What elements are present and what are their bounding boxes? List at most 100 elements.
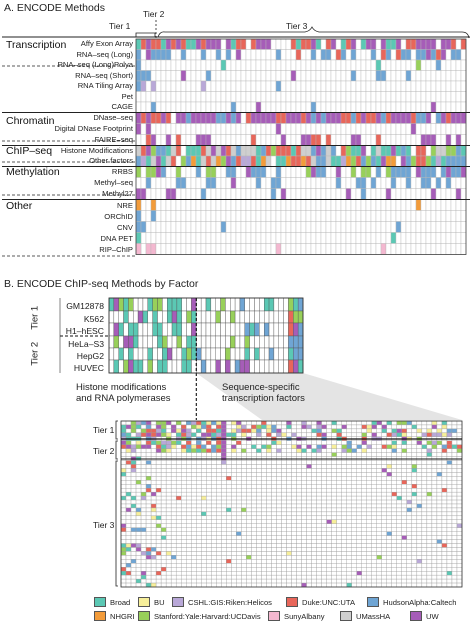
- grid-cell: [426, 472, 433, 477]
- grid-cell: [450, 166, 457, 178]
- grid-cell: [160, 507, 167, 513]
- grid-cell: [210, 155, 217, 167]
- grid-cell: [211, 574, 217, 580]
- grid-cell: [166, 297, 173, 312]
- grid-cell: [366, 571, 372, 576]
- grid-cell: [436, 555, 443, 560]
- grid-cell: [166, 347, 173, 361]
- grid-cell: [261, 574, 267, 580]
- grid-cell: [241, 543, 247, 548]
- grid-cell: [341, 574, 347, 580]
- grid-cell: [246, 488, 252, 493]
- grid-cell: [441, 507, 448, 513]
- grid-cell: [381, 464, 387, 469]
- grid-cell: [155, 80, 162, 92]
- grid-cell: [351, 428, 357, 434]
- grid-cell: [130, 539, 137, 544]
- grid-cell: [221, 567, 227, 572]
- grid-cell: [271, 488, 277, 493]
- grid-cell: [346, 476, 352, 481]
- grid-cell: [441, 460, 448, 465]
- grid-cell: [295, 123, 302, 135]
- grid-cell: [346, 531, 352, 536]
- grid-cell: [145, 448, 152, 453]
- grid-cell: [371, 555, 377, 560]
- grid-cell: [145, 134, 152, 146]
- grid-cell: [125, 535, 132, 540]
- grid-cell: [231, 495, 237, 501]
- grid-cell: [316, 476, 322, 481]
- grid-cell: [436, 515, 443, 520]
- grid-cell: [205, 297, 212, 312]
- grid-cell: [281, 523, 287, 528]
- grid-cell: [405, 243, 412, 255]
- grid-cell: [460, 243, 467, 255]
- grid-cell: [170, 134, 177, 146]
- grid-cell: [261, 535, 267, 540]
- grid-cell: [150, 499, 157, 505]
- grid-cell: [241, 464, 247, 469]
- grid-cell: [301, 468, 307, 473]
- grid-cell: [456, 499, 463, 505]
- grid-cell: [118, 359, 124, 374]
- grid-cell: [190, 112, 197, 124]
- grid-cell: [276, 440, 282, 445]
- grid-cell: [386, 488, 392, 493]
- grid-cell: [160, 188, 167, 200]
- grid-cell: [391, 555, 397, 560]
- grid-cell: [215, 297, 221, 312]
- grid-cell: [441, 511, 448, 517]
- grid-cell: [301, 563, 307, 568]
- grid-cell: [306, 432, 312, 437]
- grid-cell: [181, 559, 187, 564]
- grid-cell: [120, 440, 127, 445]
- grid-cell: [241, 440, 247, 445]
- grid-cell: [170, 511, 177, 517]
- grid-cell: [137, 322, 144, 337]
- grid-cell: [421, 535, 428, 540]
- grid-cell: [366, 424, 372, 430]
- grid-cell: [376, 452, 382, 457]
- grid-cell: [306, 428, 312, 434]
- grid-cell: [325, 59, 332, 71]
- grid-cell: [296, 420, 302, 426]
- grid-cell: [386, 523, 392, 528]
- grid-cell: [291, 448, 297, 453]
- grid-cell: [396, 428, 402, 434]
- grid-cell: [181, 322, 187, 337]
- grid-cell: [255, 210, 262, 222]
- grid-cell: [401, 468, 408, 473]
- grid-cell: [186, 460, 192, 465]
- grid-cell: [336, 495, 342, 501]
- grid-cell: [147, 297, 153, 312]
- grid-cell: [396, 582, 402, 588]
- grid-cell: [290, 232, 297, 244]
- grid-cell: [270, 243, 277, 255]
- grid-cell: [430, 243, 437, 255]
- grid-cell: [145, 38, 152, 50]
- grid-cell: [446, 523, 453, 528]
- grid-cell: [205, 210, 212, 222]
- grid-cell: [246, 531, 252, 536]
- grid-cell: [426, 582, 433, 588]
- grid-cell: [306, 571, 312, 576]
- grid-cell: [266, 424, 272, 430]
- grid-cell: [231, 555, 237, 560]
- grid-cell: [351, 472, 357, 477]
- grid-cell: [201, 499, 207, 505]
- grid-cell: [275, 91, 282, 103]
- grid-cell: [340, 243, 347, 255]
- grid-cell: [441, 547, 448, 552]
- grid-cell: [361, 531, 367, 536]
- grid-cell: [415, 134, 422, 146]
- grid-cell: [376, 460, 382, 465]
- grid-cell: [211, 515, 217, 520]
- grid-cell: [415, 38, 422, 50]
- grid-cell: [234, 359, 241, 374]
- grid-cell: [268, 347, 275, 361]
- grid-cell: [401, 472, 408, 477]
- grid-cell: [336, 531, 342, 536]
- grid-cell: [306, 555, 312, 560]
- grid-cell: [190, 232, 197, 244]
- grid-cell: [360, 59, 367, 71]
